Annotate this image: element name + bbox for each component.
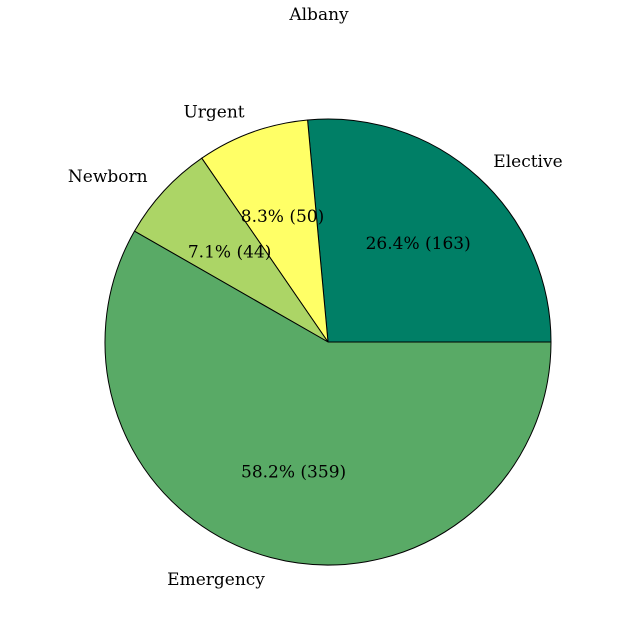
slice-value-label-newborn: 7.1% (44) [188,242,272,262]
pie-slice-emergency [104,230,552,566]
pie-slice-urgent [201,119,329,343]
pie-slices [104,118,552,566]
slice-value-label-elective: 26.4% (163) [366,234,471,254]
slice-value-label-emergency: 58.2% (359) [241,462,346,482]
slice-category-label-elective: Elective [493,152,562,172]
slice-value-label-urgent: 8.3% (50) [241,207,325,227]
chart-title: Albany [288,5,349,25]
slice-category-label-urgent: Urgent [183,102,244,122]
pie-slice-elective [307,118,552,343]
slice-category-label-emergency: Emergency [167,570,265,590]
slice-category-label-newborn: Newborn [68,167,148,187]
pie-slice-newborn [134,157,329,343]
pie-labels: 26.4% (163) Elective 8.3% (50) Urgent 7.1% (… [68,102,563,590]
